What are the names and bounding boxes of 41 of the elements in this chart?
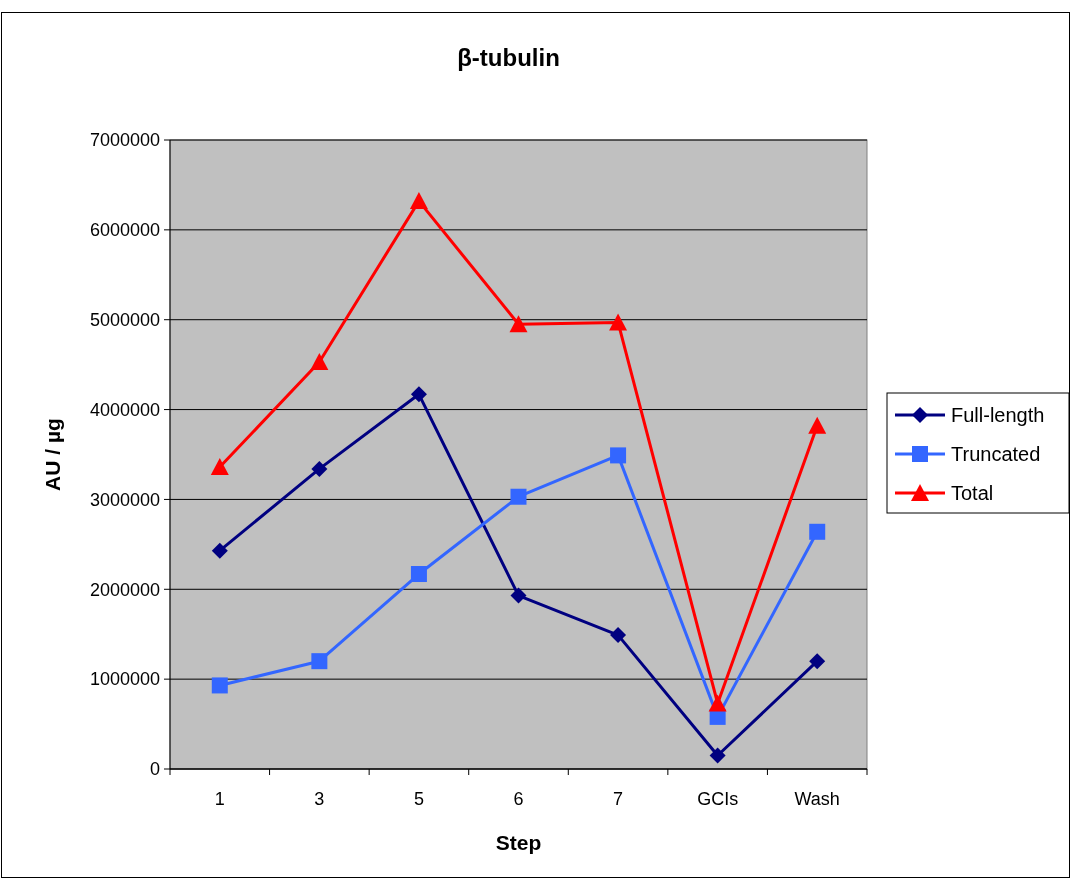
chart-title: β-tubulin <box>457 44 560 71</box>
legend-label: Full-length <box>951 404 1045 426</box>
x-axis-title: Step <box>495 831 542 854</box>
y-tick-label: 0 <box>149 759 160 780</box>
y-tick-label: 7000000 <box>89 130 160 151</box>
x-tick-label: 7 <box>613 789 624 809</box>
point <box>809 653 826 670</box>
x-tick-label: 6 <box>513 789 524 809</box>
point <box>410 566 427 583</box>
y-tick-label: 5000000 <box>89 310 160 331</box>
point <box>311 653 328 670</box>
point <box>609 313 628 331</box>
point <box>610 447 627 464</box>
y-tick-label: 3000000 <box>89 489 160 510</box>
point <box>610 627 627 644</box>
x-tick-label: Wash <box>794 789 840 809</box>
point <box>210 458 229 476</box>
point <box>310 352 329 370</box>
x-tick-label: 1 <box>214 789 225 809</box>
y-tick-label: 6000000 <box>89 220 160 241</box>
x-tick-label: 3 <box>314 789 325 809</box>
point <box>808 416 827 434</box>
point <box>311 460 328 477</box>
x-tick-label: 5 <box>413 789 424 809</box>
point <box>708 694 727 712</box>
point <box>410 386 427 403</box>
legend-label: Total <box>951 482 994 504</box>
point <box>509 315 528 333</box>
point <box>709 747 726 764</box>
y-tick-label: 2000000 <box>89 579 160 600</box>
y-tick-label: 1000000 <box>89 669 160 690</box>
y-axis-title: AU / µg <box>41 418 64 491</box>
legend-label: Truncated <box>951 443 1041 465</box>
point <box>211 542 228 559</box>
y-tick-label: 4000000 <box>89 399 160 420</box>
point <box>510 587 527 604</box>
point <box>510 488 527 505</box>
point <box>211 677 228 694</box>
point <box>409 192 428 210</box>
point <box>809 523 826 540</box>
x-tick-label: GCIs <box>697 789 739 809</box>
